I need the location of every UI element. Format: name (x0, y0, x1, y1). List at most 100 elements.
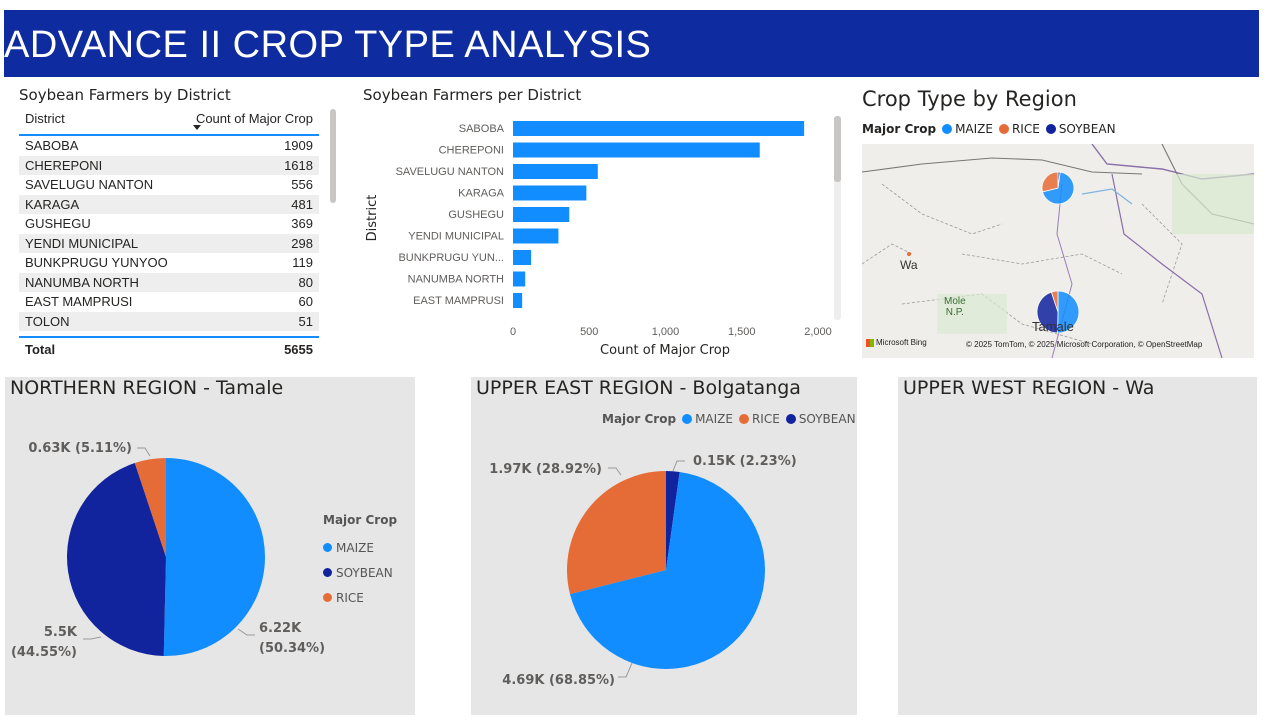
bar-category-label: YENDI MUNICIPAL (408, 231, 504, 243)
table-row[interactable]: CHEREPONI 1618 (19, 155, 319, 175)
sort-descending-icon[interactable] (193, 125, 201, 130)
page-title: ADVANCE II CROP TYPE ANALYSIS (4, 24, 652, 66)
northern-legend-rice[interactable]: RICE (323, 585, 397, 610)
map-label-mole: Mole N.P. (944, 296, 966, 318)
legend-label-soybean: SOYBEAN (1058, 122, 1116, 136)
legend-item-soybean[interactable]: SOYBEAN (1045, 122, 1116, 136)
district-cell: CHEREPONI (25, 157, 103, 173)
upper-east-legend-rice[interactable]: RICE (738, 412, 780, 426)
leader-line (83, 636, 102, 640)
bar[interactable] (513, 142, 760, 158)
upper-east-legend-title: Major Crop (602, 412, 677, 426)
bar[interactable] (513, 185, 587, 201)
table-scrollbar[interactable] (330, 109, 336, 203)
bar[interactable] (513, 121, 805, 136)
y-axis-label: District (365, 195, 380, 242)
pie-slice-soybean[interactable] (67, 463, 166, 656)
slice-label-maize-pct: (50.34%) (259, 641, 325, 656)
maize-dot-icon (942, 124, 953, 134)
northern-legend-maize[interactable]: MAIZE (323, 535, 397, 560)
upper-east-legend-soybean[interactable]: SOYBEAN (785, 412, 856, 426)
leader-line (672, 460, 685, 472)
upper-east-legend: Major Crop MAIZE RICE SOYBEAN (602, 412, 862, 426)
pie-slice-rice[interactable] (567, 471, 666, 595)
table-row[interactable]: SABOBA 1909 (19, 136, 319, 156)
table-title: Soybean Farmers by District (19, 86, 231, 104)
region-map: Crop Type by Region Major Crop MAIZE RIC… (860, 84, 1256, 360)
map-canvas[interactable]: Wa Mole N.P. Tamale Microsoft Bing © 202… (862, 144, 1254, 358)
column-header-count[interactable]: Count of Major Crop (195, 111, 313, 126)
northern-pie-chart[interactable]: 6.22K (50.34%) 5.5K (44.55%) 0.63K (5.11%) (5, 377, 415, 715)
bar-category-label: SAVELUGU NANTON (396, 166, 504, 178)
table-row[interactable]: EAST MAMPRUSI 60 (19, 292, 319, 312)
table-row[interactable]: YENDI MUNICIPAL 298 (19, 233, 319, 253)
soybean-dot-icon (323, 568, 332, 577)
map-pie-markers[interactable] (862, 144, 1254, 358)
table-total-row: Total 5655 (19, 336, 319, 360)
bar[interactable] (513, 271, 526, 287)
upper-east-pie-chart[interactable]: 0.15K (2.23%) 4.69K (68.85%) 1.97K (28.92%… (471, 377, 857, 715)
x-tick-label: 0 (510, 326, 516, 338)
bar-scrollbar[interactable] (834, 116, 841, 182)
pie-slice-soybean[interactable] (666, 471, 680, 570)
page-header: ADVANCE II CROP TYPE ANALYSIS (4, 10, 1259, 77)
slice-label-soybean: 0.15K (2.23%) (693, 454, 797, 469)
map-legend: Major Crop MAIZE RICE SOYBEAN (862, 122, 1122, 136)
legend-label: SOYBEAN (798, 412, 856, 426)
bar-category-label: NANUMBA NORTH (408, 274, 504, 286)
pie-slice-rice[interactable] (1041, 171, 1059, 193)
x-tick-label: 1,000 (652, 326, 680, 338)
bar-chart-title: Soybean Farmers per District (363, 86, 582, 104)
district-cell: EAST MAMPRUSI (25, 294, 133, 309)
pie-slice-rice[interactable] (134, 458, 166, 557)
maize-dot-icon (323, 543, 332, 552)
legend-label: SOYBEAN (336, 565, 393, 580)
bar-category-label: CHEREPONI (439, 145, 504, 157)
bar-chart: Soybean Farmers per District SABOBA CHERE… (360, 84, 845, 360)
table-row[interactable]: GUSHEGU 369 (19, 214, 319, 234)
map-label-tamale: Tamale (1032, 319, 1074, 334)
legend-item-maize[interactable]: MAIZE (942, 122, 993, 136)
count-cell: 556 (291, 177, 313, 192)
map-background (862, 144, 1254, 358)
table-row[interactable]: SAVELUGU NANTON 556 (19, 175, 319, 195)
slice-label-rice: 0.63K (5.11%) (28, 441, 132, 456)
bar[interactable] (513, 164, 598, 179)
upper-west-region-title: UPPER WEST REGION - Wa (903, 377, 1155, 399)
rice-dot-icon (738, 414, 749, 424)
count-cell: 369 (291, 216, 313, 231)
bing-logo: Microsoft Bing (866, 338, 927, 347)
table-row[interactable]: TOLON 51 (19, 311, 319, 331)
legend-label: RICE (751, 412, 780, 426)
bar-scrollbar-track[interactable] (834, 116, 841, 320)
legend-item-rice[interactable]: RICE (998, 122, 1040, 136)
table-row[interactable]: NANUMBA NORTH 80 (19, 272, 319, 292)
soybean-dot-icon (1045, 124, 1056, 134)
bar[interactable] (513, 207, 570, 222)
northern-region-panel: NORTHERN REGION - Tamale 6.22K (50.34%) 5.… (5, 377, 415, 715)
pie-slice-maize[interactable] (569, 471, 765, 669)
count-cell: 481 (291, 196, 313, 212)
pie-slice-maize[interactable] (163, 458, 265, 656)
district-table[interactable]: Soybean Farmers by District District Cou… (19, 84, 341, 360)
district-cell: TOLON (25, 313, 70, 329)
pie-slice-rice[interactable] (1050, 290, 1059, 313)
slice-label-maize-value: 6.22K (259, 621, 302, 636)
slice-label-soybean-pct: (44.55%) (11, 645, 77, 660)
map-copyright[interactable]: © 2025 TomTom, © 2025 Microsoft Corporat… (966, 340, 1203, 349)
bar[interactable] (513, 293, 523, 308)
table-row[interactable]: KARAGA 481 (19, 194, 319, 214)
upper-west-region-panel: UPPER WEST REGION - Wa (898, 377, 1257, 715)
upper-east-legend-maize[interactable]: MAIZE (682, 412, 733, 426)
pie-slice-soybean[interactable] (1036, 291, 1059, 334)
upper-east-region-panel: UPPER EAST REGION - Bolgatanga Major Cro… (471, 377, 857, 715)
bar[interactable] (513, 228, 559, 244)
bar-chart-svg: SABOBA CHEREPONI SAVELUGU NANTON KARAGA GUSH… (365, 121, 832, 358)
northern-legend-soybean[interactable]: SOYBEAN (323, 560, 397, 585)
bar[interactable] (513, 250, 532, 265)
district-cell: NANUMBA NORTH (25, 274, 139, 290)
column-header-district[interactable]: District (25, 111, 65, 126)
legend-label-maize: MAIZE (955, 122, 993, 136)
table-row[interactable]: BUNKPRUGU YUNYOO 119 (19, 253, 319, 273)
pie-slice-maize[interactable] (1057, 290, 1080, 334)
